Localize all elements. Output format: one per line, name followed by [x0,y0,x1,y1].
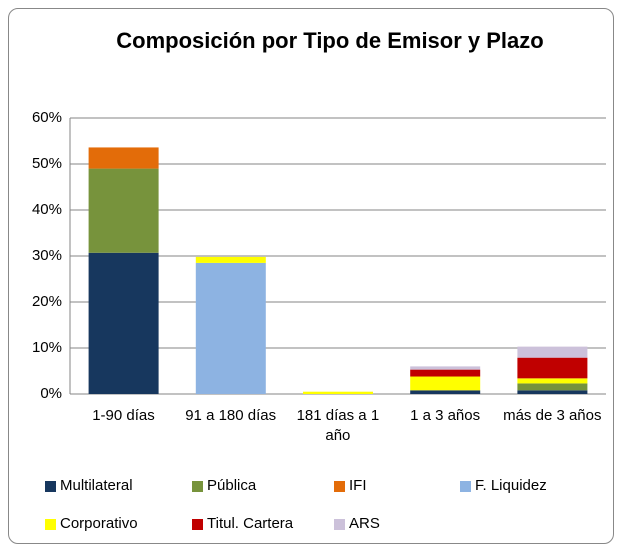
x-tick-label: 181 días a 1 año [296,407,380,444]
legend-label: Corporativo [60,515,138,532]
legend-swatch [192,518,203,530]
x-tick-label: más de 3 años [503,407,602,424]
bar-segment [410,366,481,370]
legend-swatch [45,518,56,530]
legend-entry: Multilateral [45,477,133,495]
legend-label: Multilateral [60,477,133,494]
legend-label: ARS [349,515,380,532]
legend-label: F. Liquidez [475,477,547,494]
bar-segment [517,378,588,384]
legend-label: Pública [207,477,257,494]
bar-segment [195,256,266,263]
bar-segment [517,357,588,379]
x-tick-label: 1 a 3 años [410,407,481,424]
y-tick-label: 0% [40,385,62,402]
bar-segment [88,147,159,169]
legend-swatch [334,480,345,492]
y-tick-label: 50% [32,155,62,172]
y-tick-label: 40% [32,201,62,218]
x-tick-label: 1-90 días [92,407,155,424]
chart-title: Composición por Tipo de Emisor y Plazo [116,28,544,53]
legend-label: IFI [349,477,367,494]
y-tick-label: 10% [32,339,62,356]
bar-segment [410,390,481,394]
bar-segment [303,391,373,394]
bar-segment [410,376,481,391]
bar-segment [88,252,159,394]
x-tick-label: 91 a 180 días [185,407,277,424]
y-tick-label: 20% [32,293,62,310]
legend-entry: Pública [192,477,256,495]
legend-entry: ARS [334,515,380,533]
y-tick-label: 60% [32,109,62,126]
legend-swatch [45,480,56,492]
y-tick-label: 30% [32,247,62,264]
bar-segment [517,383,588,391]
bar-segment [410,369,481,377]
bar-segment [517,390,588,394]
legend-swatch [334,518,345,530]
legend-swatch [192,480,203,492]
bar-segment [517,346,588,358]
legend-entry: Corporativo [45,515,138,533]
legend-swatch [460,480,471,492]
legend-entry: IFI [334,477,367,495]
legend-label: Titul. Cartera [207,515,294,532]
legend-entry: F. Liquidez [460,477,547,495]
bar-segment [195,262,266,394]
bar-segment [88,168,159,253]
legend-entry: Titul. Cartera [192,515,293,533]
